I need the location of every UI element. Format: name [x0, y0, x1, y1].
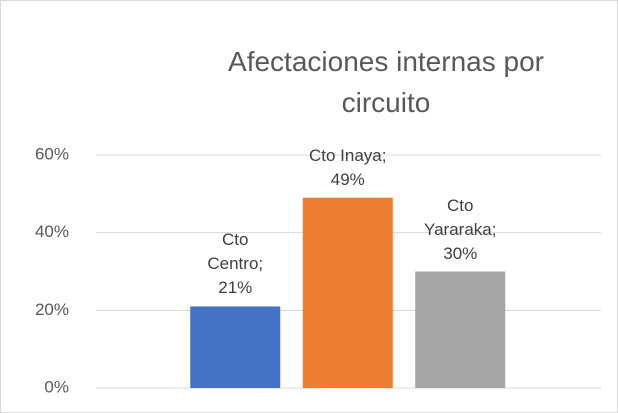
y-tick-label: 40% [35, 222, 69, 241]
y-tick-label: 0% [44, 377, 69, 396]
data-label: Cto Inaya; 49% [309, 145, 387, 189]
chart-title: Afectaciones internas por circuito [228, 46, 544, 118]
bar [415, 271, 506, 388]
data-label: Cto Centro; 21% [207, 230, 264, 298]
data-label: Cto Yararaka; 30% [424, 195, 497, 263]
bar [302, 197, 393, 388]
bar [190, 306, 281, 388]
y-tick-label: 60% [35, 144, 69, 163]
y-tick-label: 20% [35, 300, 69, 319]
